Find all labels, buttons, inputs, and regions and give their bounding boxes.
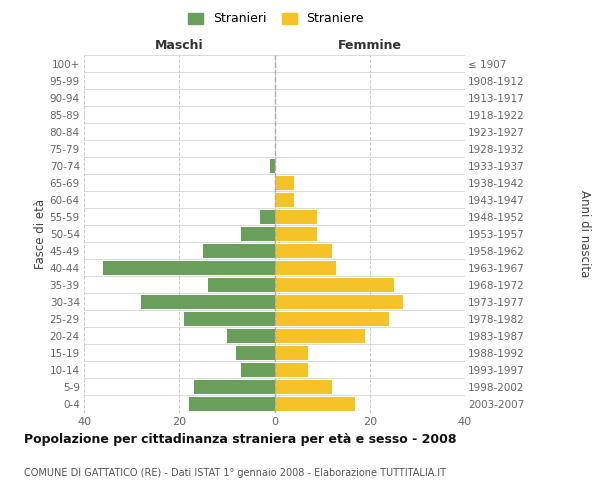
Bar [241, 227, 275, 240]
Bar [275, 329, 365, 343]
Bar [194, 380, 275, 394]
Text: COMUNE DI GATTATICO (RE) - Dati ISTAT 1° gennaio 2008 - Elaborazione TUTTITALIA.: COMUNE DI GATTATICO (RE) - Dati ISTAT 1°… [24, 468, 446, 477]
Bar [275, 176, 293, 190]
Bar [275, 261, 337, 275]
Bar [275, 363, 308, 377]
Bar [103, 261, 275, 275]
Text: Popolazione per cittadinanza straniera per età e sesso - 2008: Popolazione per cittadinanza straniera p… [24, 432, 457, 446]
Bar [241, 363, 275, 377]
Legend: Stranieri, Straniere: Stranieri, Straniere [184, 8, 368, 29]
Text: Maschi: Maschi [155, 40, 203, 52]
Bar [275, 227, 317, 240]
Bar [270, 158, 275, 172]
Bar [275, 192, 293, 206]
Bar [141, 295, 275, 309]
Y-axis label: Anni di nascita: Anni di nascita [578, 190, 591, 278]
Bar [275, 244, 332, 258]
Bar [203, 244, 275, 258]
Bar [275, 397, 355, 411]
Bar [236, 346, 275, 360]
Bar [208, 278, 275, 292]
Bar [275, 295, 403, 309]
Bar [260, 210, 275, 224]
Y-axis label: Fasce di età: Fasce di età [34, 198, 47, 269]
Bar [275, 210, 317, 224]
Bar [275, 380, 332, 394]
Bar [184, 312, 275, 326]
Bar [227, 329, 275, 343]
Bar [275, 346, 308, 360]
Bar [275, 312, 389, 326]
Bar [275, 278, 394, 292]
Text: Femmine: Femmine [338, 40, 402, 52]
Bar [189, 397, 275, 411]
